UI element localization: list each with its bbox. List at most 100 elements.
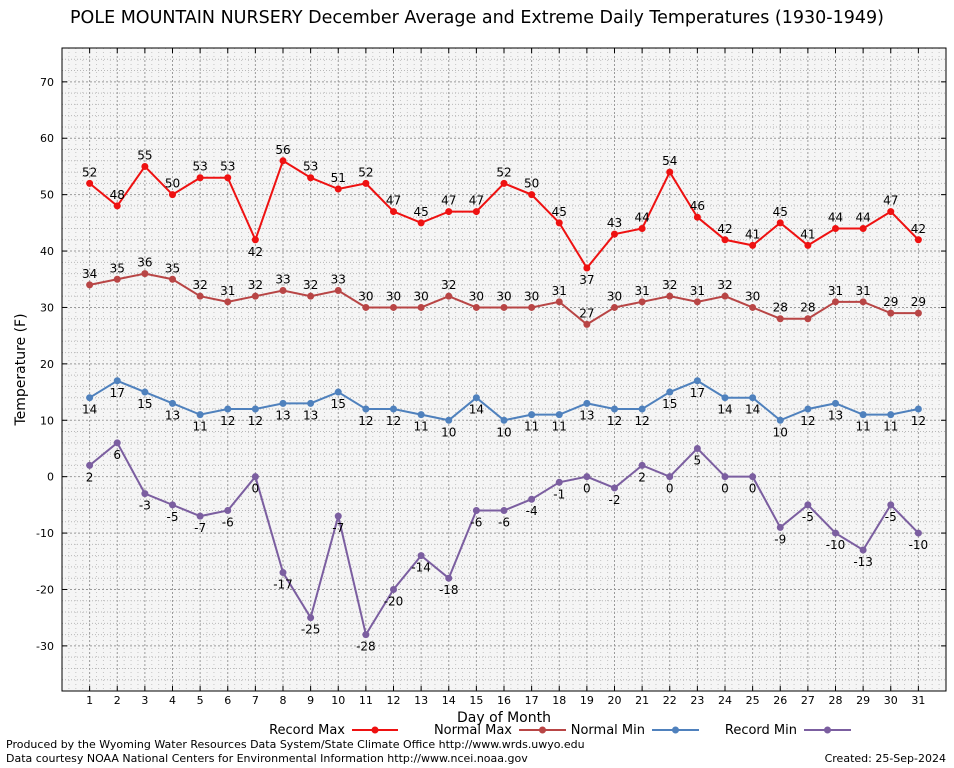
legend-swatch-marker (672, 726, 679, 734)
x-tick-label: 18 (552, 694, 566, 707)
data-label: -5 (802, 510, 814, 524)
data-point (86, 281, 94, 289)
data-label: 52 (496, 165, 511, 179)
x-tick-label: 26 (773, 694, 787, 707)
data-point (417, 411, 425, 419)
data-point (638, 224, 646, 232)
data-label: -10 (909, 538, 929, 552)
y-tick-label: -20 (36, 583, 54, 596)
data-point (362, 179, 370, 187)
data-point (224, 174, 232, 182)
data-point (887, 411, 895, 419)
data-point (251, 405, 259, 413)
legend-label: Record Min (725, 723, 797, 738)
data-label: -25 (301, 623, 321, 637)
data-point (86, 179, 94, 187)
data-label: 44 (828, 210, 843, 224)
data-point (749, 303, 757, 311)
data-label: 35 (165, 261, 180, 275)
legend-item: Record Min (725, 723, 851, 738)
legend-swatch-marker (539, 726, 546, 734)
x-tick-label: 27 (801, 694, 815, 707)
x-tick-label: 31 (911, 694, 925, 707)
data-point (583, 473, 591, 481)
data-label: 32 (248, 278, 263, 292)
data-point (279, 157, 287, 165)
series-normal-min: 14 17 15 13 11 12 12 13 13 15 12 12 11 10 14 10 11 11 13 12… (82, 377, 926, 439)
data-point (528, 495, 536, 503)
x-tick-label: 2 (114, 694, 121, 707)
data-label: 33 (331, 273, 346, 287)
data-point (721, 236, 729, 244)
data-label: 30 (745, 289, 760, 303)
data-label: 53 (220, 160, 235, 174)
data-point (113, 275, 121, 283)
data-label: 11 (883, 420, 898, 434)
data-point (224, 507, 232, 515)
data-point (307, 292, 315, 300)
data-label: -28 (356, 640, 376, 654)
data-label: 42 (717, 222, 732, 236)
data-point (555, 219, 563, 227)
data-label: 15 (331, 397, 346, 411)
data-point (804, 405, 812, 413)
x-tick-label: 12 (387, 694, 401, 707)
data-point (362, 405, 370, 413)
data-point (583, 399, 591, 407)
data-point (113, 439, 121, 447)
data-label: 29 (911, 295, 926, 309)
data-label: 28 (800, 301, 815, 315)
data-label: 13 (579, 408, 594, 422)
data-label: -9 (774, 532, 786, 546)
data-label: 12 (358, 414, 373, 428)
data-point (638, 461, 646, 469)
data-label: 56 (275, 143, 290, 157)
data-point (611, 484, 618, 492)
data-label: 0 (252, 482, 260, 496)
data-label: 53 (303, 160, 318, 174)
x-tick-label: 15 (469, 694, 483, 707)
data-point (776, 315, 784, 323)
data-label: 42 (248, 245, 263, 259)
data-point (196, 512, 204, 520)
y-tick-label: 40 (40, 245, 54, 258)
data-point (914, 529, 922, 537)
data-label: 5 (694, 453, 702, 467)
data-point (832, 529, 839, 537)
data-point (334, 388, 342, 396)
data-point (583, 320, 591, 328)
data-label: 14 (745, 403, 760, 417)
data-point (279, 287, 287, 295)
x-tick-label: 29 (856, 694, 870, 707)
data-label: 14 (82, 403, 97, 417)
data-point (804, 315, 812, 323)
data-label: 32 (717, 278, 732, 292)
data-point (86, 394, 94, 402)
data-label: 37 (579, 273, 594, 287)
data-point (417, 219, 425, 227)
data-label: -17 (273, 578, 293, 592)
data-point (362, 631, 370, 639)
data-point (362, 303, 370, 311)
data-label: -10 (826, 538, 846, 552)
data-point (638, 405, 646, 413)
data-point (832, 224, 839, 232)
data-label: -7 (332, 521, 344, 535)
data-point (776, 219, 784, 227)
data-point (472, 208, 480, 216)
data-label: 12 (607, 414, 622, 428)
x-tick-label: 7 (252, 694, 259, 707)
data-label: 32 (662, 278, 677, 292)
data-point (611, 405, 618, 413)
data-point (169, 501, 176, 509)
data-label: 35 (110, 261, 125, 275)
data-point (555, 298, 563, 306)
data-label: 50 (165, 177, 180, 191)
legend-item: Record Max (269, 723, 398, 738)
data-label: -20 (384, 594, 404, 608)
x-tick-label: 20 (608, 694, 622, 707)
data-label: 31 (690, 284, 705, 298)
data-label: 0 (749, 482, 757, 496)
data-point (666, 388, 674, 396)
data-point (887, 501, 895, 509)
